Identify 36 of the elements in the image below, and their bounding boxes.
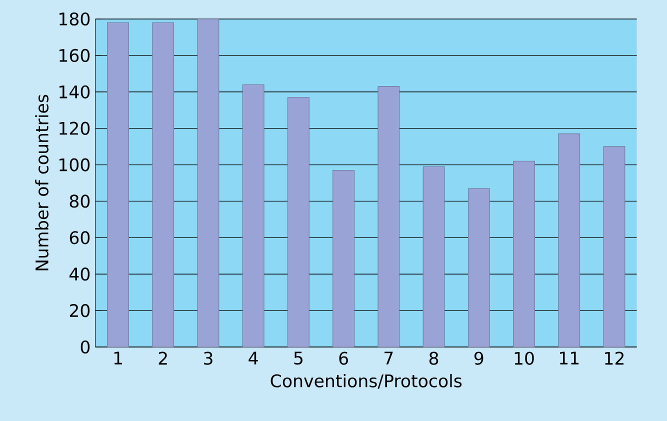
x-tick-label: 3 bbox=[204, 352, 212, 365]
x-tick-label: 6 bbox=[339, 352, 348, 365]
y-tick-label: 0 bbox=[80, 340, 90, 354]
x-tick-label: 7 bbox=[384, 352, 393, 364]
bar bbox=[242, 84, 264, 348]
y-tick-label: 60 bbox=[70, 231, 90, 244]
x-tick-label: 2 bbox=[158, 352, 167, 365]
bar bbox=[603, 146, 626, 348]
bar bbox=[107, 22, 129, 348]
x-tick-label: 12 bbox=[605, 352, 624, 365]
bar bbox=[288, 97, 310, 348]
bar bbox=[468, 188, 490, 348]
bar bbox=[332, 170, 354, 348]
x-tick-label: 10 bbox=[514, 352, 534, 365]
y-tick-label: 40 bbox=[70, 268, 90, 281]
bar bbox=[378, 86, 400, 348]
bar bbox=[513, 160, 535, 348]
x-tick-label: 8 bbox=[429, 352, 438, 365]
x-tick-label: 9 bbox=[474, 352, 484, 365]
bar bbox=[422, 166, 445, 348]
y-axis-title: Number of countries bbox=[35, 94, 48, 270]
y-tick-label: 20 bbox=[70, 304, 90, 318]
x-tick-label: 11 bbox=[560, 352, 579, 364]
bar bbox=[558, 134, 580, 348]
y-tick-label: 80 bbox=[70, 194, 90, 208]
x-tick-label: 5 bbox=[294, 352, 302, 365]
y-tick-label: 100 bbox=[60, 158, 90, 172]
x-axis-title: Conventions/Protocols bbox=[270, 374, 462, 389]
x-tick-label: 4 bbox=[248, 352, 258, 364]
bar bbox=[152, 22, 174, 348]
y-tick-label: 120 bbox=[60, 122, 90, 135]
y-tick-label: 140 bbox=[60, 85, 90, 98]
x-tick-label: 1 bbox=[114, 352, 122, 364]
bar bbox=[197, 18, 220, 348]
y-tick-label: 180 bbox=[60, 12, 90, 26]
y-tick-label: 160 bbox=[60, 48, 90, 62]
